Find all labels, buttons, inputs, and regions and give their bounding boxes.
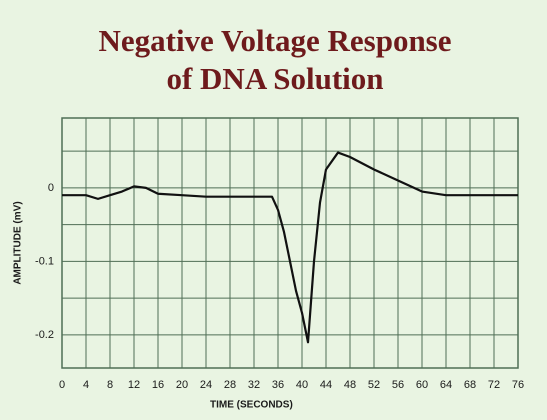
x-tick-label: 0 — [59, 379, 65, 391]
plot-area — [61, 117, 519, 369]
x-tick-label: 64 — [440, 379, 452, 391]
x-tick-label: 16 — [152, 379, 164, 391]
x-tick-label: 32 — [248, 379, 260, 391]
x-tick-label: 36 — [272, 379, 284, 391]
x-tick-label: 72 — [488, 379, 500, 391]
x-tick-label: 24 — [200, 379, 212, 391]
x-tick-label: 60 — [416, 379, 428, 391]
chart-title: of DNA Solution — [166, 61, 383, 96]
x-axis-label: TIME (SECONDS) — [210, 400, 293, 411]
data-line — [62, 151, 518, 344]
x-tick-label: 56 — [392, 379, 404, 391]
x-tick-label: 20 — [176, 379, 188, 391]
y-tick-label: -0.1 — [35, 255, 54, 267]
x-tick-label: 48 — [344, 379, 356, 391]
x-tick-label: 44 — [320, 379, 332, 391]
x-tick-label: 8 — [107, 379, 113, 391]
y-tick-label: -0.2 — [35, 329, 54, 341]
chart-title: Negative Voltage Response — [98, 23, 451, 58]
x-tick-label: 12 — [128, 379, 140, 391]
x-tick-label: 68 — [464, 379, 476, 391]
x-tick-label: 28 — [224, 379, 236, 391]
x-tick-label: 52 — [368, 379, 380, 391]
x-tick-label: 76 — [512, 379, 524, 391]
y-axis-label: AMPLITUDE (mV) — [13, 201, 24, 284]
x-tick-label: 4 — [83, 379, 89, 391]
x-tick-label: 40 — [296, 379, 308, 391]
y-tick-label: 0 — [48, 182, 54, 194]
